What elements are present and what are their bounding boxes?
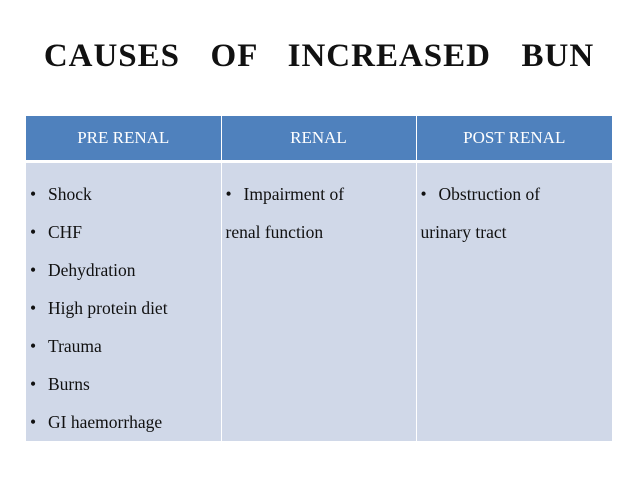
list-item: • Trauma (30, 327, 221, 365)
cell-post-renal: • Obstruction of urinary tract (416, 161, 613, 441)
header-pre-renal: PRE RENAL (26, 116, 222, 163)
list-item-text: Burns (48, 374, 90, 394)
list-item-text: Obstruction of (438, 184, 541, 204)
list-item-continuation: renal function (225, 222, 324, 242)
list-item-continuation: urinary tract (420, 222, 507, 242)
bullet-icon: • (30, 412, 37, 432)
header-renal: RENAL (221, 116, 417, 163)
bullet-icon: • (420, 184, 427, 204)
causes-table-container: PRE RENAL RENAL POST RENAL • Shock • CHF •… (26, 116, 612, 441)
list-item: • Dehydration (30, 251, 221, 289)
bullet-icon: • (30, 336, 37, 356)
list-item-text: Shock (48, 184, 92, 204)
pre-renal-list: • Shock • CHF • Dehydration • High protein d… (30, 175, 221, 441)
list-item-text: High protein diet (48, 298, 168, 318)
list-item: • GI haemorrhage (30, 403, 221, 441)
table-body-row: • Shock • CHF • Dehydration • High protein d… (26, 161, 613, 441)
bullet-icon: • (30, 260, 37, 280)
list-item-text: Dehydration (48, 260, 136, 280)
bullet-icon: • (225, 184, 232, 204)
bullet-icon: • (30, 374, 37, 394)
list-item: • High protein diet (30, 289, 221, 327)
list-item: • Obstruction of (421, 175, 613, 213)
renal-list: • Impairment of (226, 175, 416, 213)
list-item-text: CHF (48, 222, 83, 242)
list-item: • CHF (30, 213, 221, 251)
list-item: • Shock (30, 175, 221, 213)
cell-renal: • Impairment of renal function (221, 161, 417, 441)
table-header-row: PRE RENAL RENAL POST RENAL (26, 116, 612, 163)
list-item-text: GI haemorrhage (48, 412, 163, 432)
list-item: • Impairment of (226, 175, 416, 213)
post-renal-list: • Obstruction of (421, 175, 613, 213)
bullet-icon: • (30, 222, 37, 242)
list-item-text: Impairment of (243, 184, 345, 204)
slide-title: CAUSES OF INCREASED BUN (43, 38, 595, 74)
header-post-renal: POST RENAL (416, 116, 612, 163)
bullet-icon: • (30, 298, 37, 318)
list-item: • Burns (30, 365, 221, 403)
bullet-icon: • (30, 184, 37, 204)
list-item-text: Trauma (48, 336, 102, 356)
causes-table: PRE RENAL RENAL POST RENAL • Shock • CHF •… (26, 116, 612, 441)
cell-pre-renal: • Shock • CHF • Dehydration • High protein d… (26, 161, 222, 441)
